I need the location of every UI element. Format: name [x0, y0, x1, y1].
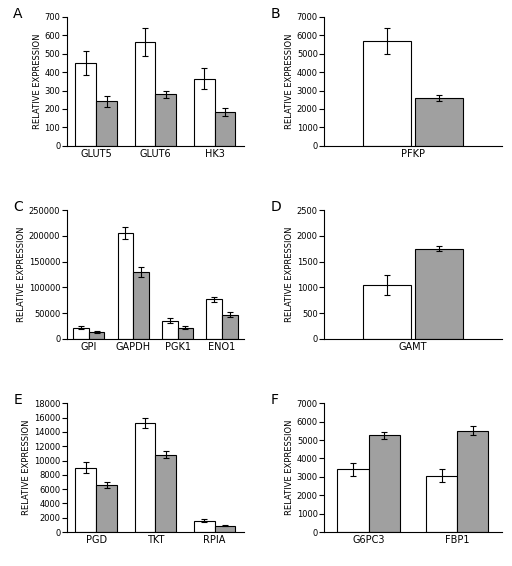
- Bar: [135, 42, 155, 145]
- Bar: [362, 285, 411, 339]
- Bar: [155, 94, 176, 145]
- Bar: [75, 63, 96, 145]
- Text: C: C: [13, 200, 23, 214]
- Bar: [178, 328, 193, 339]
- Bar: [415, 248, 463, 339]
- Bar: [337, 469, 369, 532]
- Bar: [369, 435, 400, 532]
- Bar: [155, 454, 176, 532]
- Y-axis label: RELATIVE EXPRESSION: RELATIVE EXPRESSION: [33, 33, 41, 129]
- Bar: [194, 79, 215, 145]
- Bar: [118, 233, 133, 339]
- Bar: [96, 101, 117, 145]
- Bar: [162, 321, 178, 339]
- Bar: [222, 315, 238, 339]
- Bar: [194, 521, 215, 532]
- Y-axis label: RELATIVE EXPRESSION: RELATIVE EXPRESSION: [17, 227, 26, 322]
- Text: F: F: [271, 393, 279, 407]
- Bar: [206, 299, 222, 339]
- Text: B: B: [271, 7, 281, 21]
- Bar: [133, 272, 148, 339]
- Text: A: A: [13, 7, 23, 21]
- Bar: [457, 431, 488, 532]
- Bar: [96, 485, 117, 532]
- Y-axis label: RELATIVE EXPRESSION: RELATIVE EXPRESSION: [22, 420, 31, 516]
- Bar: [73, 328, 89, 339]
- Bar: [75, 468, 96, 532]
- Text: E: E: [13, 393, 22, 407]
- Y-axis label: RELATIVE EXPRESSION: RELATIVE EXPRESSION: [285, 420, 294, 516]
- Bar: [89, 332, 104, 339]
- Y-axis label: RELATIVE EXPRESSION: RELATIVE EXPRESSION: [285, 227, 294, 322]
- Bar: [135, 423, 155, 532]
- Bar: [215, 526, 236, 532]
- Bar: [415, 98, 463, 145]
- Bar: [215, 112, 236, 145]
- Text: D: D: [271, 200, 282, 214]
- Bar: [362, 41, 411, 145]
- Bar: [426, 476, 457, 532]
- Y-axis label: RELATIVE EXPRESSION: RELATIVE EXPRESSION: [285, 33, 294, 129]
